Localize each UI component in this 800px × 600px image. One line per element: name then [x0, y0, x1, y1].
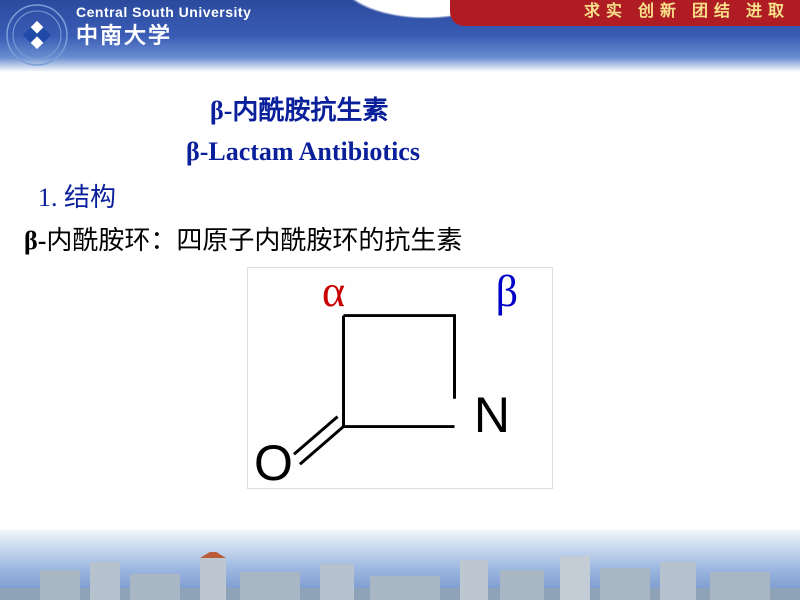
definition-text: 四原子内酰胺环的抗生素 — [176, 226, 462, 255]
definition-line: β-内酰胺环：四原子内酰胺环的抗生素 — [24, 220, 776, 257]
beta-label: β — [496, 266, 518, 317]
footer-campus-image — [0, 530, 800, 600]
slide-content: β-内酰胺抗生素 β-Lactam Antibiotics 1. 结构 β-内酰… — [0, 72, 800, 489]
nitrogen-label: N — [474, 386, 510, 444]
section-heading: 1. 结构 — [24, 177, 776, 214]
university-logo — [6, 4, 68, 66]
oxygen-label: O — [254, 434, 293, 492]
header-curve-decoration — [250, 0, 470, 72]
university-titles: Central South University 中南大学 — [76, 0, 251, 50]
definition-label: 内酰胺环： — [46, 226, 176, 255]
title-english: β-Lactam Antibiotics — [24, 137, 776, 167]
diagram-container: α β N O — [24, 267, 776, 489]
alpha-label: α — [322, 266, 345, 317]
motto-banner: 求实 创新 团结 进取 — [450, 0, 800, 26]
beta-lactam-ring-diagram: α β N O — [247, 267, 553, 489]
university-name-cn: 中南大学 — [76, 18, 251, 50]
definition-prefix: β- — [24, 226, 46, 255]
title-chinese: β-内酰胺抗生素 — [24, 90, 776, 127]
page-header: Central South University 中南大学 求实 创新 团结 进… — [0, 0, 800, 72]
